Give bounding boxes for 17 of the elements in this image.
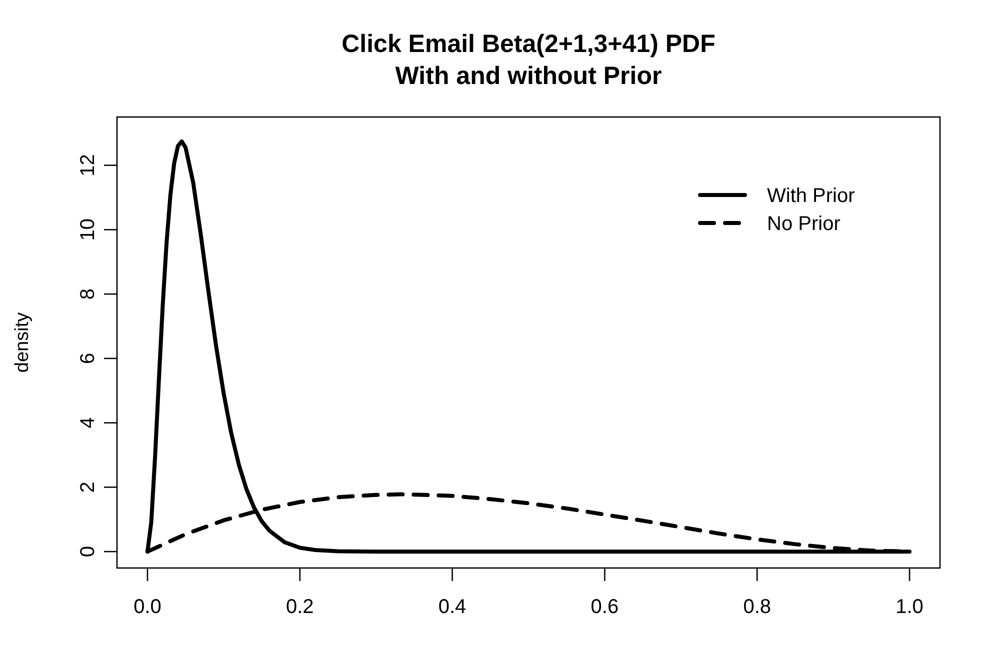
legend-label: No Prior <box>767 213 841 235</box>
legend-label: With Prior <box>767 185 856 207</box>
x-tick-label: 1.0 <box>896 596 924 618</box>
chart-title: Click Email Beta(2+1,3+41) PDF With and without Prior <box>342 30 716 90</box>
y-tick-label: 10 <box>77 218 99 241</box>
y-tick-label: 6 <box>77 352 99 364</box>
y-tick-label: 4 <box>77 417 99 428</box>
y-tick-label: 8 <box>77 288 99 300</box>
x-tick-label: 0.6 <box>590 596 619 618</box>
x-tick-label: 0.8 <box>743 596 772 618</box>
x-tick-label: 0.0 <box>134 596 162 618</box>
x-tick-label: 0.2 <box>286 596 314 618</box>
y-tick-label: 0 <box>77 546 99 558</box>
y-axis-title: density <box>12 312 33 373</box>
y-tick-label: 12 <box>77 154 99 176</box>
x-tick-label: 0.4 <box>438 596 466 618</box>
y-tick-label: 2 <box>77 482 99 493</box>
